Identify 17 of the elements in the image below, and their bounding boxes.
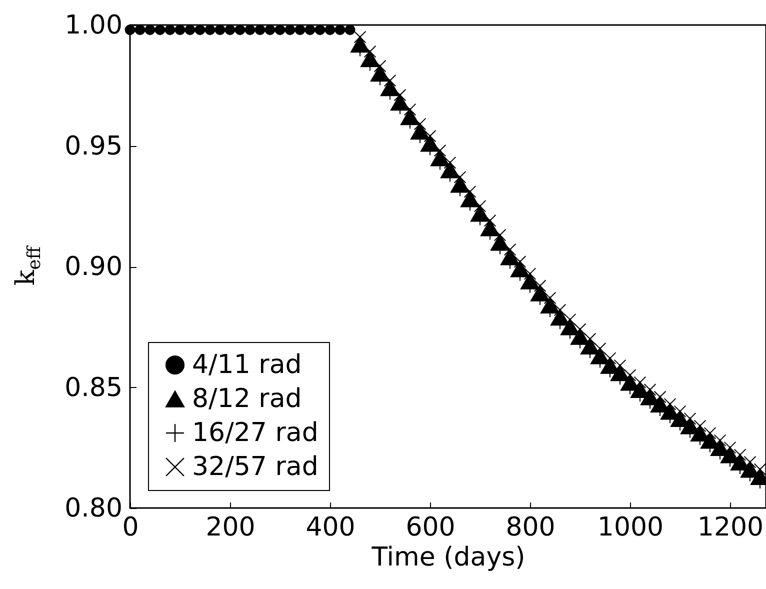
y-tick-label: 0.95 xyxy=(64,131,122,162)
x-tick-label: 200 xyxy=(206,512,256,542)
legend-label: 4/11 rad xyxy=(192,350,302,380)
x-tick-label: 800 xyxy=(506,512,556,542)
x-tick-label: 0 xyxy=(122,512,139,542)
y-tick-label: 1.00 xyxy=(64,10,122,40)
x-tick-label: 400 xyxy=(306,512,356,542)
y-tick-label: 0.80 xyxy=(64,494,122,524)
y-tick-label: 0.90 xyxy=(64,252,122,282)
legend-label: 32/57 rad xyxy=(192,452,318,482)
legend-label: 8/12 rad xyxy=(192,384,302,414)
x-tick-label: 1200 xyxy=(697,512,764,542)
x-tick-label: 600 xyxy=(406,512,456,542)
x-tick-label: 1000 xyxy=(597,512,664,542)
x-axis-title: Time (days) xyxy=(370,542,526,572)
legend-label: 16/27 rad xyxy=(192,418,318,448)
y-tick-label: 0.85 xyxy=(64,372,122,403)
